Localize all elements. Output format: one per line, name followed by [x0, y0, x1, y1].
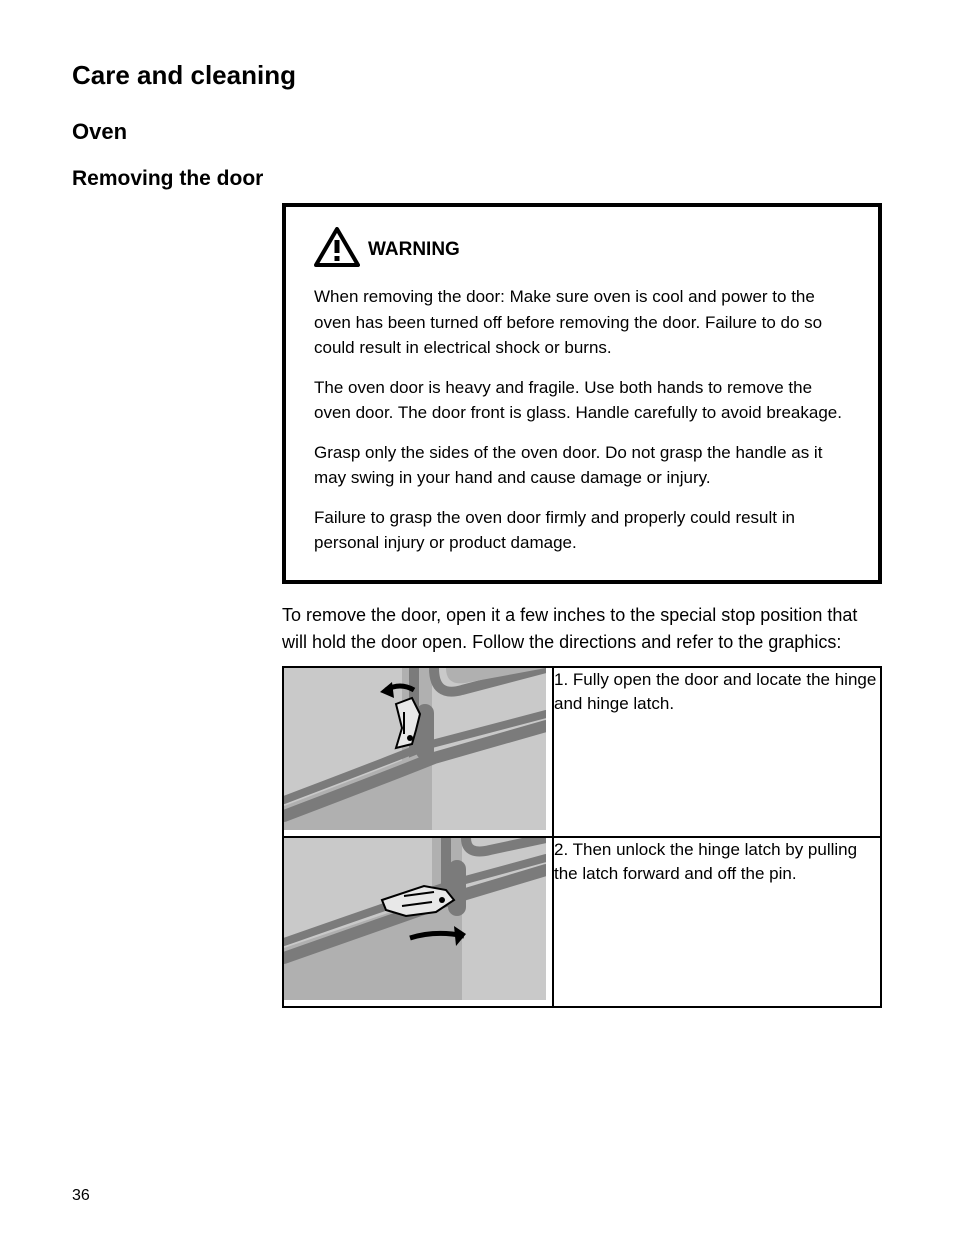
follow-text: To remove the door, open it a few inches… [282, 602, 882, 656]
step2-text: Then unlock the hinge latch by pulling t… [554, 840, 857, 884]
step2-num: 2. [554, 840, 568, 859]
warning-title: WARNING [368, 239, 460, 261]
subsection-heading: Removing the door [72, 167, 882, 191]
step1-text-cell: 1. Fully open the door and locate the hi… [553, 667, 881, 837]
warning-p2: The oven door is heavy and fragile. Use … [314, 375, 850, 426]
step1-image-cell [283, 667, 553, 837]
page-title: Care and cleaning [72, 60, 882, 91]
step1-illustration [284, 668, 546, 830]
steps-table: 1. Fully open the door and locate the hi… [282, 666, 882, 1008]
step-row: 1. Fully open the door and locate the hi… [283, 667, 881, 837]
warning-header: WARNING [314, 227, 850, 272]
step2-image-cell [283, 837, 553, 1007]
warning-p4: Failure to grasp the oven door firmly an… [314, 505, 850, 556]
step1-text: Fully open the door and locate the hinge… [554, 670, 876, 714]
warning-p1: When removing the door: Make sure oven i… [314, 284, 850, 361]
warning-p3: Grasp only the sides of the oven door. D… [314, 440, 850, 491]
warning-icon [314, 227, 360, 272]
step-row: 2. Then unlock the hinge latch by pullin… [283, 837, 881, 1007]
step2-illustration [284, 838, 546, 1000]
page-number: 36 [72, 1187, 90, 1205]
section-heading: Oven [72, 119, 882, 145]
step2-text-cell: 2. Then unlock the hinge latch by pullin… [553, 837, 881, 1007]
step1-num: 1. [554, 670, 568, 689]
warning-box: WARNING When removing the door: Make sur… [282, 203, 882, 584]
